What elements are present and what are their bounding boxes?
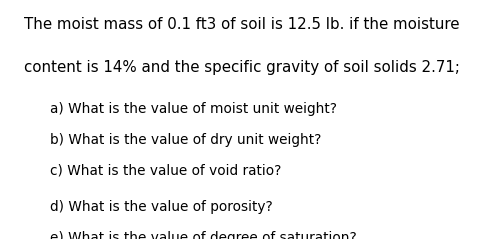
Text: e) What is the value of degree of saturation?: e) What is the value of degree of satura… (50, 231, 356, 239)
Text: b) What is the value of dry unit weight?: b) What is the value of dry unit weight? (50, 133, 321, 147)
Text: c) What is the value of void ratio?: c) What is the value of void ratio? (50, 164, 281, 178)
Text: a) What is the value of moist unit weight?: a) What is the value of moist unit weigh… (50, 102, 336, 116)
Text: content is 14% and the specific gravity of soil solids 2.71;: content is 14% and the specific gravity … (24, 60, 460, 75)
Text: d) What is the value of porosity?: d) What is the value of porosity? (50, 200, 272, 214)
Text: The moist mass of 0.1 ft3 of soil is 12.5 lb. if the moisture: The moist mass of 0.1 ft3 of soil is 12.… (24, 17, 459, 32)
